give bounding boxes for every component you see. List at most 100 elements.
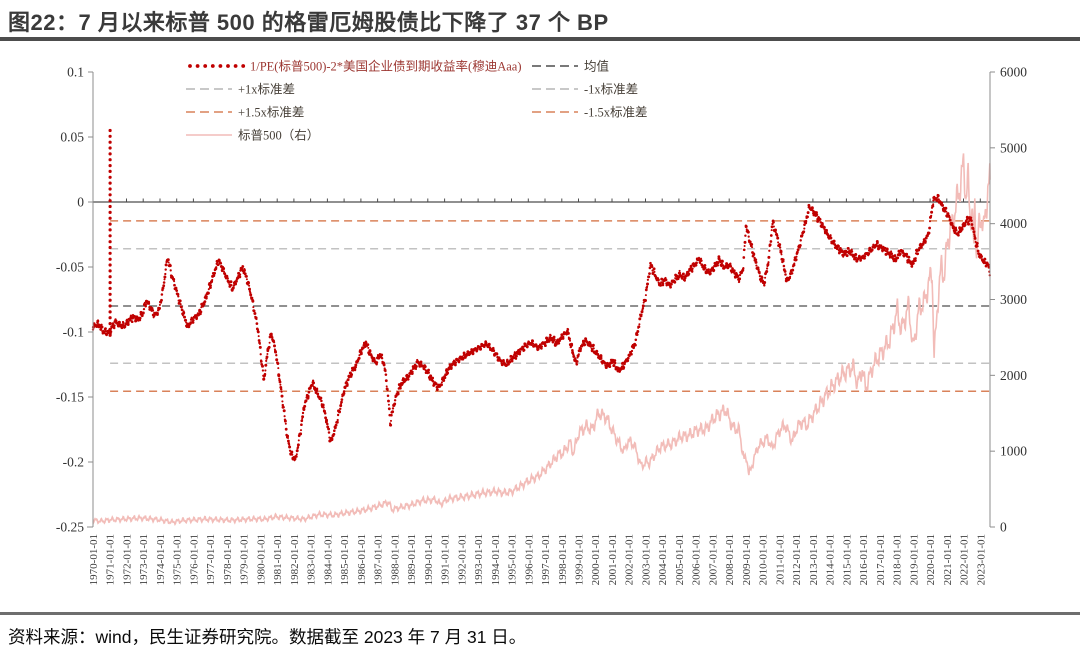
legend: 1/PE(标普500)-2*美国企业债到期收益率(穆迪Aaa) 均值 +1x标准差 -… (186, 59, 648, 143)
x-axis-tick-label: 1973-01-01 (138, 534, 150, 585)
x-axis-tick-label: 1986-01-01 (356, 534, 368, 585)
right-axis-tick-label: 1000 (1000, 444, 1027, 459)
right-axis-tick-label: 6000 (1000, 65, 1027, 80)
x-axis-tick-label: 2014-01-01 (825, 534, 837, 585)
x-axis-tick-label: 2023-01-01 (975, 534, 987, 585)
right-axis-tick-label: 0 (1000, 520, 1007, 535)
x-axis-tick-label: 1976-01-01 (188, 534, 200, 585)
x-axis-tick-label: 2017-01-01 (875, 534, 887, 585)
legend-item: +1x标准差 (186, 83, 295, 97)
x-axis-tick-label: 1982-01-01 (289, 534, 301, 585)
x-axis-tick-label: 2020-01-01 (925, 534, 937, 585)
x-axis-tick-label: 2004-01-01 (657, 534, 669, 585)
x-axis-tick-label: 1980-01-01 (255, 534, 267, 585)
reference-lines (110, 220, 990, 392)
left-axis-tick-label: -0.15 (56, 390, 84, 405)
left-axis-tick-label: 0.05 (60, 130, 84, 145)
footer-rule (0, 612, 1080, 615)
right-axis-tick-label: 5000 (1000, 140, 1027, 155)
x-axis-tick-label: 1984-01-01 (322, 534, 334, 585)
x-axis-tick-label: 2016-01-01 (858, 534, 870, 585)
x-axis-tick-label: 2005-01-01 (674, 534, 686, 585)
x-axis-tick-label: 2018-01-01 (892, 534, 904, 585)
legend-dotted-marker (188, 64, 192, 68)
legend-item: 标普500（右） (186, 128, 319, 143)
legend-dotted-marker (218, 64, 223, 68)
chart-canvas: 0.1 0.05 0 -0.05 -0.1 -0.15 -0.2 -0.25 6000 5000 4… (56, 59, 1027, 586)
x-axis-labels: 1970-01-01 1971-01-01 1972-01-01 1973-01-01… (88, 534, 987, 585)
left-axis-labels: 0.1 0.05 0 -0.05 -0.1 -0.15 -0.2 -0.25 (56, 65, 84, 535)
x-axis-tick-label: 1981-01-01 (272, 534, 284, 585)
x-axis-tick-label: 2000-01-01 (590, 534, 602, 585)
legend-dotted-marker (233, 64, 238, 68)
source-note: 资料来源：wind，民生证券研究院。数据截至 2023 年 7 月 31 日。 (8, 627, 527, 647)
left-axis-tick-label: 0 (77, 195, 84, 210)
x-axis-tick-label: 1979-01-01 (239, 534, 251, 585)
x-axis-tick-label: 1998-01-01 (557, 534, 569, 585)
title-rule (0, 37, 1080, 41)
x-axis-tick-label: 2022-01-01 (959, 534, 971, 585)
x-axis-tick-label: 1988-01-01 (389, 534, 401, 585)
right-axis-tick-label: 4000 (1000, 216, 1027, 231)
legend-dotted-marker (210, 64, 215, 68)
legend-dotted-marker (203, 64, 208, 68)
x-axis-tick-label: 1992-01-01 (456, 534, 468, 585)
x-axis-tick-label: 1993-01-01 (473, 534, 485, 585)
legend-label: -1x标准差 (584, 83, 638, 97)
x-axis-tick-label: 1996-01-01 (523, 534, 535, 585)
x-axis-tick-label: 1995-01-01 (507, 534, 519, 585)
x-axis-tick-label: 2011-01-01 (774, 534, 786, 585)
legend-dotted-marker (195, 64, 200, 68)
legend-item: +1.5x标准差 (186, 106, 304, 120)
x-axis-tick-label: 1990-01-01 (423, 534, 435, 585)
x-axis-tick-label: 1972-01-01 (122, 534, 134, 585)
x-axis-tick-label: 2002-01-01 (624, 534, 636, 585)
x-axis-tick-label: 1989-01-01 (406, 534, 418, 585)
x-axis-tick-label: 1991-01-01 (440, 534, 452, 585)
figure-title: 图22：7 月以来标普 500 的格雷厄姆股债比下降了 37 个 BP (8, 10, 609, 35)
x-axis-tick-label: 1970-01-01 (88, 534, 100, 585)
left-axis-tick-label: -0.2 (63, 455, 84, 470)
x-axis-tick-label: 2008-01-01 (724, 534, 736, 585)
x-axis-tick-label: 2003-01-01 (641, 534, 653, 585)
x-axis-tick-label: 1987-01-01 (373, 534, 385, 585)
x-axis-tick-label: 2012-01-01 (791, 534, 803, 585)
x-axis-tick-label: 1997-01-01 (540, 534, 552, 585)
legend-dotted-marker (226, 64, 230, 68)
x-axis-tick-label: 2019-01-01 (908, 534, 920, 585)
right-axis-tick-label: 3000 (1000, 292, 1027, 307)
legend-dotted-marker (241, 64, 246, 68)
x-axis-tick-label: 1985-01-01 (339, 534, 351, 585)
x-axis-tick-label: 2015-01-01 (841, 534, 853, 585)
legend-item: -1x标准差 (532, 83, 638, 97)
right-axis-tick-label: 2000 (1000, 368, 1027, 383)
legend-item: -1.5x标准差 (532, 106, 648, 120)
legend-label: 1/PE(标普500)-2*美国企业债到期收益率(穆迪Aaa) (250, 59, 522, 74)
x-axis-tick-label: 1994-01-01 (490, 534, 502, 585)
right-axis-labels: 6000 5000 4000 3000 2000 1000 0 (1000, 65, 1027, 535)
left-axis-tick-label: -0.25 (56, 520, 84, 535)
graham-ratio-series (91, 193, 991, 462)
left-axis-tick-label: -0.05 (56, 260, 84, 275)
x-axis-tick-label: 2009-01-01 (741, 534, 753, 585)
x-axis-tick-label: 2013-01-01 (808, 534, 820, 585)
x-axis-tick-label: 1983-01-01 (306, 534, 318, 585)
legend-label: +1.5x标准差 (238, 106, 304, 120)
x-axis-tick-label: 2006-01-01 (691, 534, 703, 585)
legend-label: +1x标准差 (238, 83, 295, 97)
start-spike (108, 128, 112, 337)
x-axis-tick-label: 1999-01-01 (574, 534, 586, 585)
legend-label: 均值 (584, 59, 609, 74)
x-axis-tick-label: 2010-01-01 (758, 534, 770, 585)
x-axis-tick-label: 1971-01-01 (105, 534, 117, 585)
x-axis-tick-label: 2021-01-01 (942, 534, 954, 585)
zero-axis (92, 198, 990, 203)
sp500-series (92, 153, 991, 526)
x-axis-tick-label: 2007-01-01 (707, 534, 719, 585)
x-axis-tick-label: 1977-01-01 (205, 534, 217, 585)
x-axis-tick-label: 1975-01-01 (172, 534, 184, 585)
x-axis-tick-label: 1974-01-01 (155, 534, 167, 585)
legend-item: 1/PE(标普500)-2*美国企业债到期收益率(穆迪Aaa) (188, 59, 522, 74)
left-axis-tick-label: 0.1 (67, 65, 84, 80)
x-axis-tick-label: 2001-01-01 (607, 534, 619, 585)
